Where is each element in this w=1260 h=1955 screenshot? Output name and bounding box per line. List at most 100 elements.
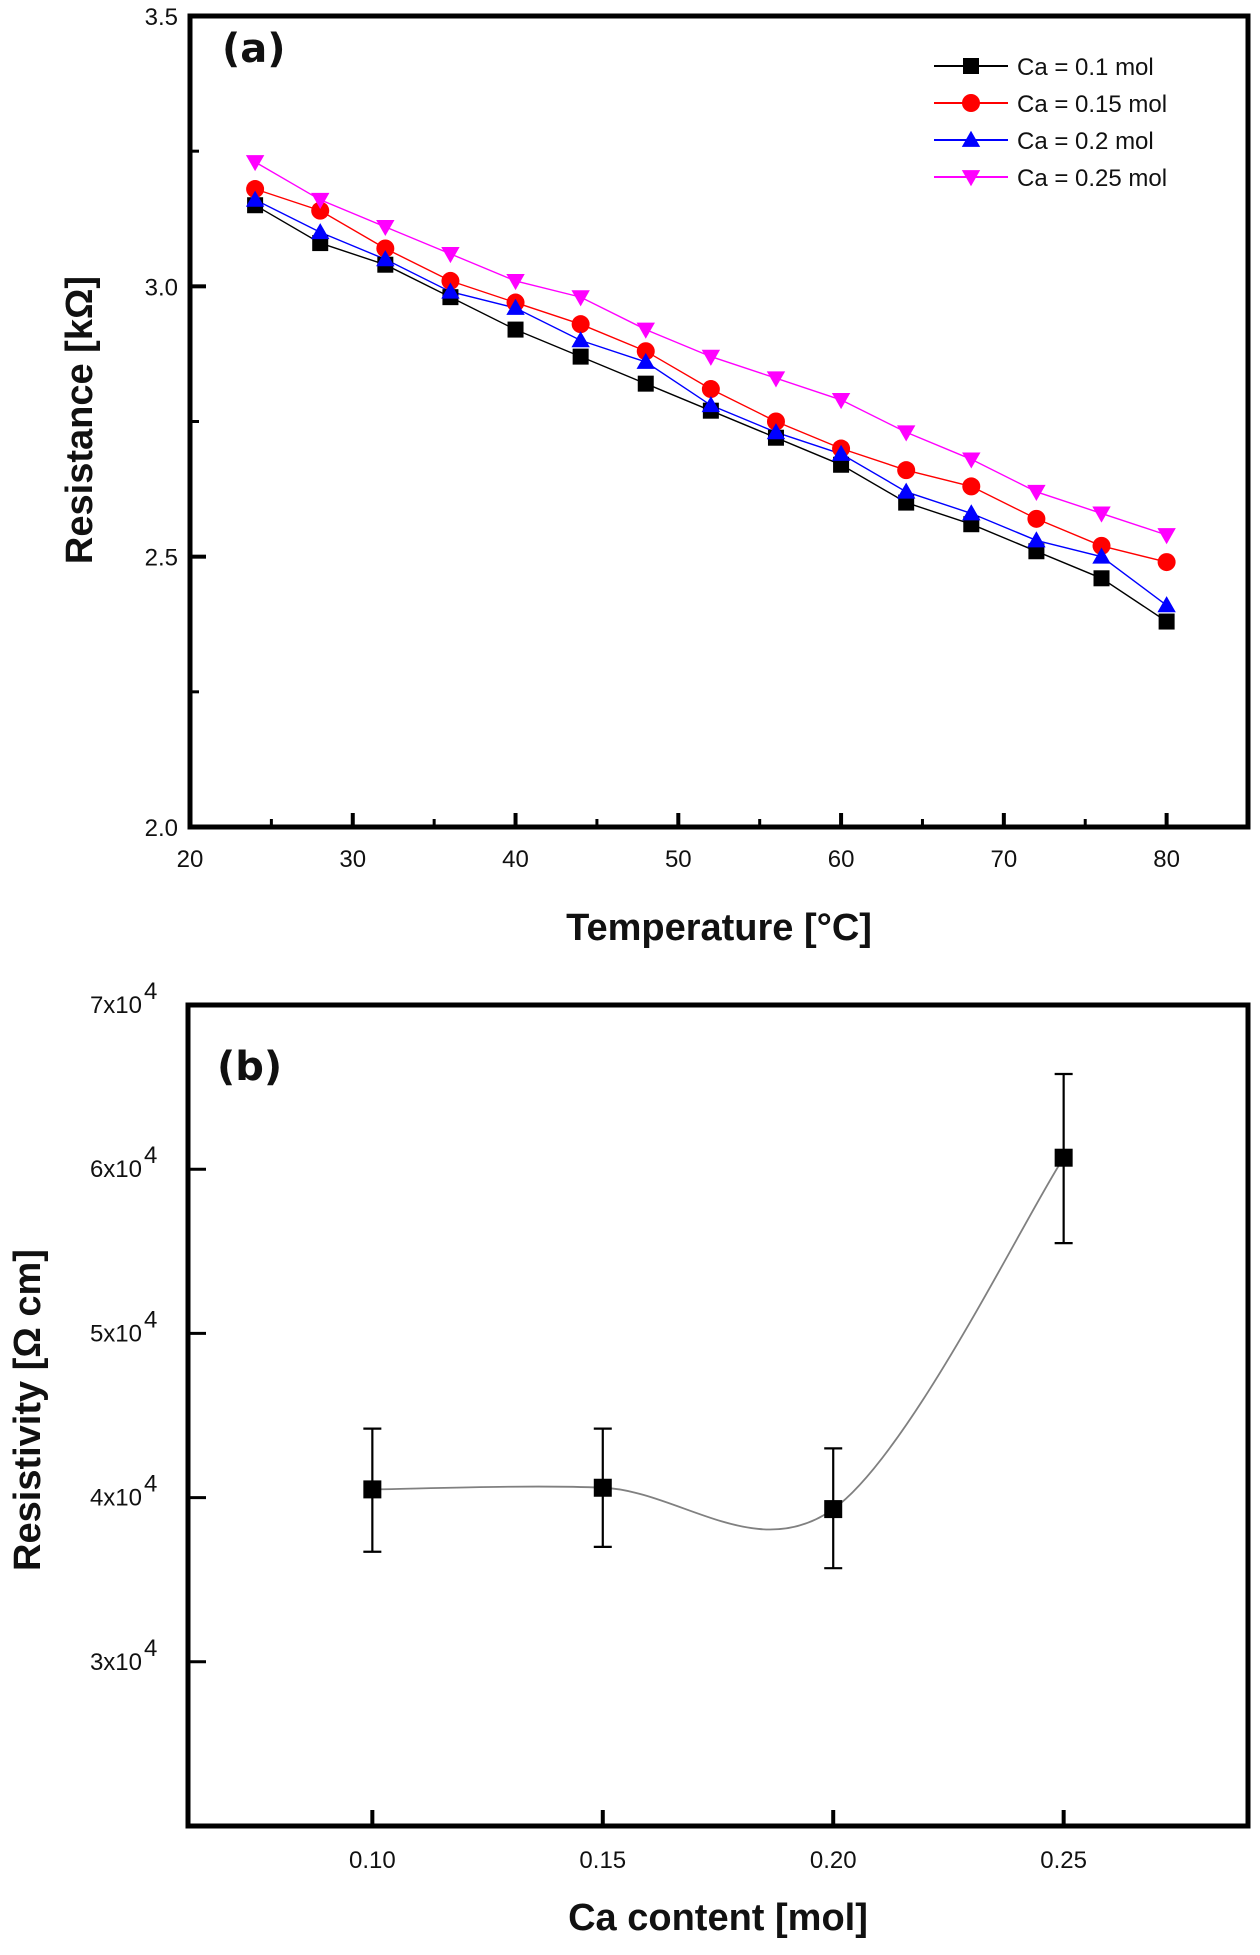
data-point-series-1 <box>376 239 395 258</box>
series-line-3 <box>254 161 1167 536</box>
data-point-series-0 <box>507 321 524 338</box>
panel-b-y-axis-title: Resistivity [Ω cm] <box>7 1249 49 1571</box>
x-tick-label: 60 <box>828 846 855 873</box>
data-point-series-3 <box>636 322 655 339</box>
x-tick-label: 40 <box>502 846 529 873</box>
y-tick-exponent: 4 <box>144 1306 157 1333</box>
panel-b-markers <box>363 1148 1073 1519</box>
data-point-series-3 <box>245 155 265 172</box>
panel-a-x-axis-title: Temperature [°C] <box>566 907 872 949</box>
panel-b-error-bars <box>363 1072 1073 1570</box>
x-tick-label: 30 <box>339 846 366 873</box>
data-point-series-2 <box>701 396 721 413</box>
data-point-series-2 <box>571 331 590 348</box>
data-point <box>824 1500 843 1519</box>
legend-marker <box>961 170 981 187</box>
y-tick-exponent: 4 <box>144 1142 157 1169</box>
legend-entry-1: Ca = 0.15 mol <box>934 91 1167 118</box>
data-point-series-3 <box>766 371 786 388</box>
data-point-series-1 <box>1092 536 1111 555</box>
y-tick-label: 7x10 <box>90 992 142 1019</box>
data-point-series-1 <box>701 380 720 399</box>
data-point-series-0 <box>572 348 589 365</box>
data-point-series-3 <box>1092 506 1111 523</box>
legend-label: Ca = 0.25 mol <box>1017 165 1167 192</box>
x-tick-label: 0.20 <box>810 1847 857 1874</box>
data-point-series-1 <box>1157 553 1176 572</box>
data-point-series-3 <box>962 452 981 469</box>
data-point-series-0 <box>637 375 654 392</box>
data-point-series-1 <box>311 201 330 220</box>
data-point-series-1 <box>636 342 655 361</box>
x-tick-label: 50 <box>665 846 692 873</box>
data-point <box>593 1478 612 1497</box>
data-point-series-2 <box>962 504 981 521</box>
panel-a-legend: Ca = 0.1 mol Ca = 0.15 mol Ca = 0.2 mol Ca … <box>934 54 1167 192</box>
data-point-series-3 <box>831 392 851 410</box>
panel-b-plot-frame <box>185 1002 1251 1829</box>
data-point-series-3 <box>311 192 330 210</box>
y-tick-label: 3x10 <box>90 1649 142 1676</box>
panel-b-x-ticks: 0.10 0.15 0.20 0.25 <box>349 1810 1087 1874</box>
panel-a-x-ticks: 20 30 40 50 60 70 80 <box>177 813 1180 873</box>
legend-label: Ca = 0.2 mol <box>1017 128 1154 155</box>
legend-marker <box>961 130 981 147</box>
legend-label: Ca = 0.1 mol <box>1017 54 1154 81</box>
data-point-series-1 <box>246 180 265 199</box>
data-point-series-2 <box>245 190 265 207</box>
y-tick-label: 6x10 <box>90 1156 142 1183</box>
data-point-series-2 <box>896 482 916 499</box>
x-tick-label: 20 <box>177 846 204 873</box>
legend-entry-2: Ca = 0.2 mol <box>934 128 1154 155</box>
data-point-series-2 <box>1092 547 1111 564</box>
x-tick-label: 80 <box>1153 846 1180 873</box>
data-point-series-0 <box>1158 613 1175 630</box>
data-point-series-1 <box>571 315 590 334</box>
data-point-series-2 <box>441 282 460 299</box>
y-tick-label: 3.5 <box>145 4 178 31</box>
panel-b-label: (b) <box>217 1044 282 1090</box>
y-tick-label: 2.0 <box>145 815 178 842</box>
x-tick-label: 0.15 <box>579 1847 626 1874</box>
data-point-series-3 <box>1157 528 1176 545</box>
data-point-series-0 <box>1093 570 1110 587</box>
data-point-series-3 <box>376 219 395 237</box>
data-point <box>363 1480 382 1499</box>
data-point-series-2 <box>1027 531 1046 548</box>
data-point-series-1 <box>962 477 981 496</box>
data-point-series-1 <box>766 412 785 431</box>
data-point-series-3 <box>1027 484 1046 501</box>
data-point-series-2 <box>311 223 330 240</box>
data-point <box>1054 1148 1073 1167</box>
data-point-series-3 <box>571 290 590 307</box>
data-point-series-3 <box>896 425 916 442</box>
panel-a-chart: 20 30 40 50 60 70 80 2.0 2.5 3.0 3.5 (a) Ca = 0.1… <box>59 4 1251 949</box>
y-tick-label: 4x10 <box>90 1485 142 1512</box>
y-tick-exponent: 4 <box>144 1471 157 1498</box>
data-point-series-2 <box>506 298 525 315</box>
x-tick-label: 0.25 <box>1040 1847 1087 1874</box>
data-point-series-2 <box>831 444 851 461</box>
data-point-series-2 <box>1157 596 1176 613</box>
y-tick-exponent: 4 <box>144 1635 157 1662</box>
legend-label: Ca = 0.15 mol <box>1017 91 1167 118</box>
data-point-series-3 <box>441 246 460 264</box>
y-tick-label: 5x10 <box>90 1320 142 1347</box>
y-tick-label: 3.0 <box>145 274 178 301</box>
y-tick-label: 2.5 <box>145 545 178 572</box>
data-point-series-1 <box>1027 509 1046 528</box>
panel-b-chart: 0.10 0.15 0.20 0.25 3x1044x1045x1046x1047x1… <box>7 978 1251 1939</box>
panel-a-markers <box>245 155 1176 630</box>
panel-b-fit-curve <box>372 1157 1065 1531</box>
panel-a-label: (a) <box>222 26 286 72</box>
legend-marker <box>963 58 979 74</box>
data-point-series-1 <box>897 461 916 480</box>
data-point-series-3 <box>506 274 525 291</box>
data-point-series-1 <box>441 271 460 290</box>
panel-a-y-axis-title: Resistance [kΩ] <box>59 276 101 564</box>
panel-b-x-axis-title: Ca content [mol] <box>568 1897 868 1939</box>
y-tick-exponent: 4 <box>144 978 157 1005</box>
data-point-series-2 <box>636 352 655 369</box>
data-point-series-2 <box>766 423 786 440</box>
